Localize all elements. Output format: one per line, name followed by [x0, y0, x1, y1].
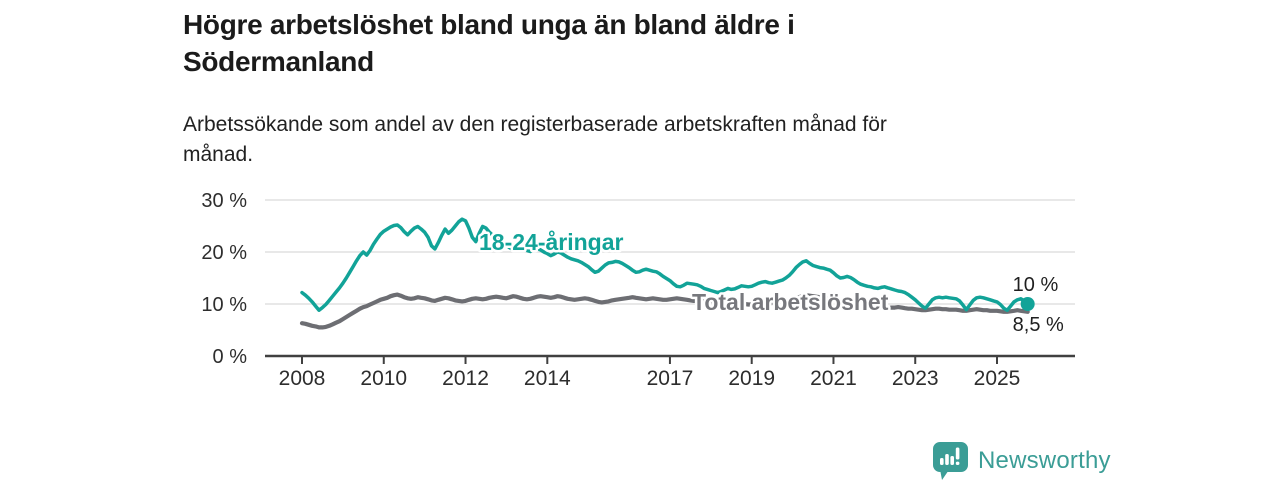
y-tick-label: 10 % — [201, 294, 247, 316]
x-tick-label: 2014 — [524, 367, 571, 390]
x-tick-label: 2023 — [892, 367, 939, 390]
x-tick-label: 2021 — [810, 367, 857, 390]
logo-exclamation-bar — [955, 447, 960, 460]
page-subtitle: Arbetssökande som andel av den registerb… — [183, 110, 887, 170]
series-end-dot — [1020, 297, 1035, 311]
page-subtitle-line-1: Arbetssökande som andel av den registerb… — [183, 113, 887, 136]
page-subtitle-line-2: månad. — [183, 143, 254, 166]
series-label-total: Total arbetslöshet — [692, 289, 889, 315]
x-tick-label: 2019 — [728, 367, 775, 390]
y-tick-label: 0 % — [213, 346, 248, 368]
newsworthy-wordmark: Newsworthy — [978, 447, 1111, 474]
series-label-youth: 18-24-åringar — [479, 229, 624, 255]
y-tick-label: 30 % — [201, 190, 247, 212]
x-tick-label: 2008 — [279, 367, 326, 390]
logo-bar-3 — [950, 456, 954, 465]
x-tick-label: 2012 — [442, 367, 489, 390]
page-title-line-2: Södermanland — [183, 46, 374, 77]
bar-chart-pin-icon — [933, 442, 968, 480]
x-tick-label: 2025 — [974, 367, 1021, 390]
x-tick-label: 2010 — [360, 367, 407, 390]
page-title-line-1: Högre arbetslöshet bland unga än bland ä… — [183, 9, 795, 40]
y-tick-label: 20 % — [201, 242, 247, 264]
x-tick-label: 2017 — [647, 367, 694, 390]
newsworthy-logo[interactable]: Newsworthy — [932, 441, 1111, 481]
end-value-label-total: 8,5 % — [1013, 314, 1064, 336]
logo-bar-2 — [945, 454, 949, 465]
series-line-youth — [300, 217, 1030, 312]
logo-bar-1 — [940, 458, 944, 465]
logo-exclamation-dot — [955, 461, 960, 465]
page-title: Högre arbetslöshet bland unga än bland ä… — [183, 6, 795, 80]
series-line-total — [299, 292, 1030, 330]
end-value-label-youth: 10 % — [1013, 274, 1059, 296]
